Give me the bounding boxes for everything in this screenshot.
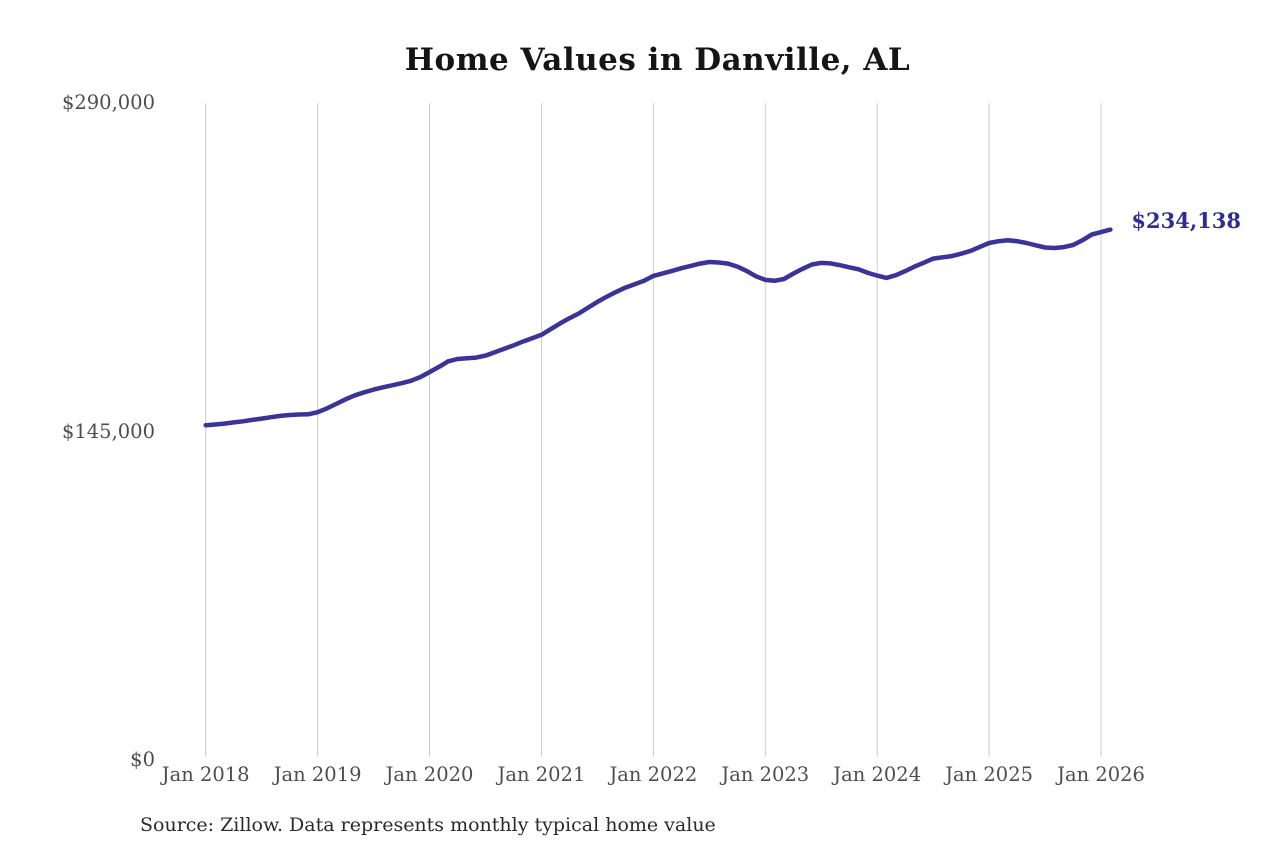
x-axis-tick-label: Jan 2019 bbox=[273, 763, 362, 786]
y-axis-tick-label: $145,000 bbox=[61, 419, 155, 443]
x-axis-tick-label: Jan 2018 bbox=[161, 763, 250, 786]
home-value-series-line bbox=[203, 227, 1113, 428]
x-axis-tick-label: Jan 2024 bbox=[833, 763, 922, 786]
y-axis-tick-label: $0 bbox=[130, 748, 155, 771]
x-axis-tick-label: Jan 2023 bbox=[721, 763, 810, 786]
y-axis-tick-label: $290,000 bbox=[61, 91, 155, 114]
latest-value-label: $234,138 bbox=[1131, 207, 1241, 233]
x-axis-tick-label: Jan 2020 bbox=[385, 763, 474, 786]
x-axis-tick-label: Jan 2025 bbox=[945, 763, 1034, 786]
source-note: Source: Zillow. Data represents monthly … bbox=[140, 814, 716, 836]
x-axis-tick-label: Jan 2022 bbox=[609, 763, 698, 786]
x-axis-tick-label: Jan 2021 bbox=[497, 763, 586, 786]
x-axis-tick-label: Jan 2026 bbox=[1057, 763, 1145, 786]
chart-title: Home Values in Danville, AL bbox=[404, 42, 911, 78]
